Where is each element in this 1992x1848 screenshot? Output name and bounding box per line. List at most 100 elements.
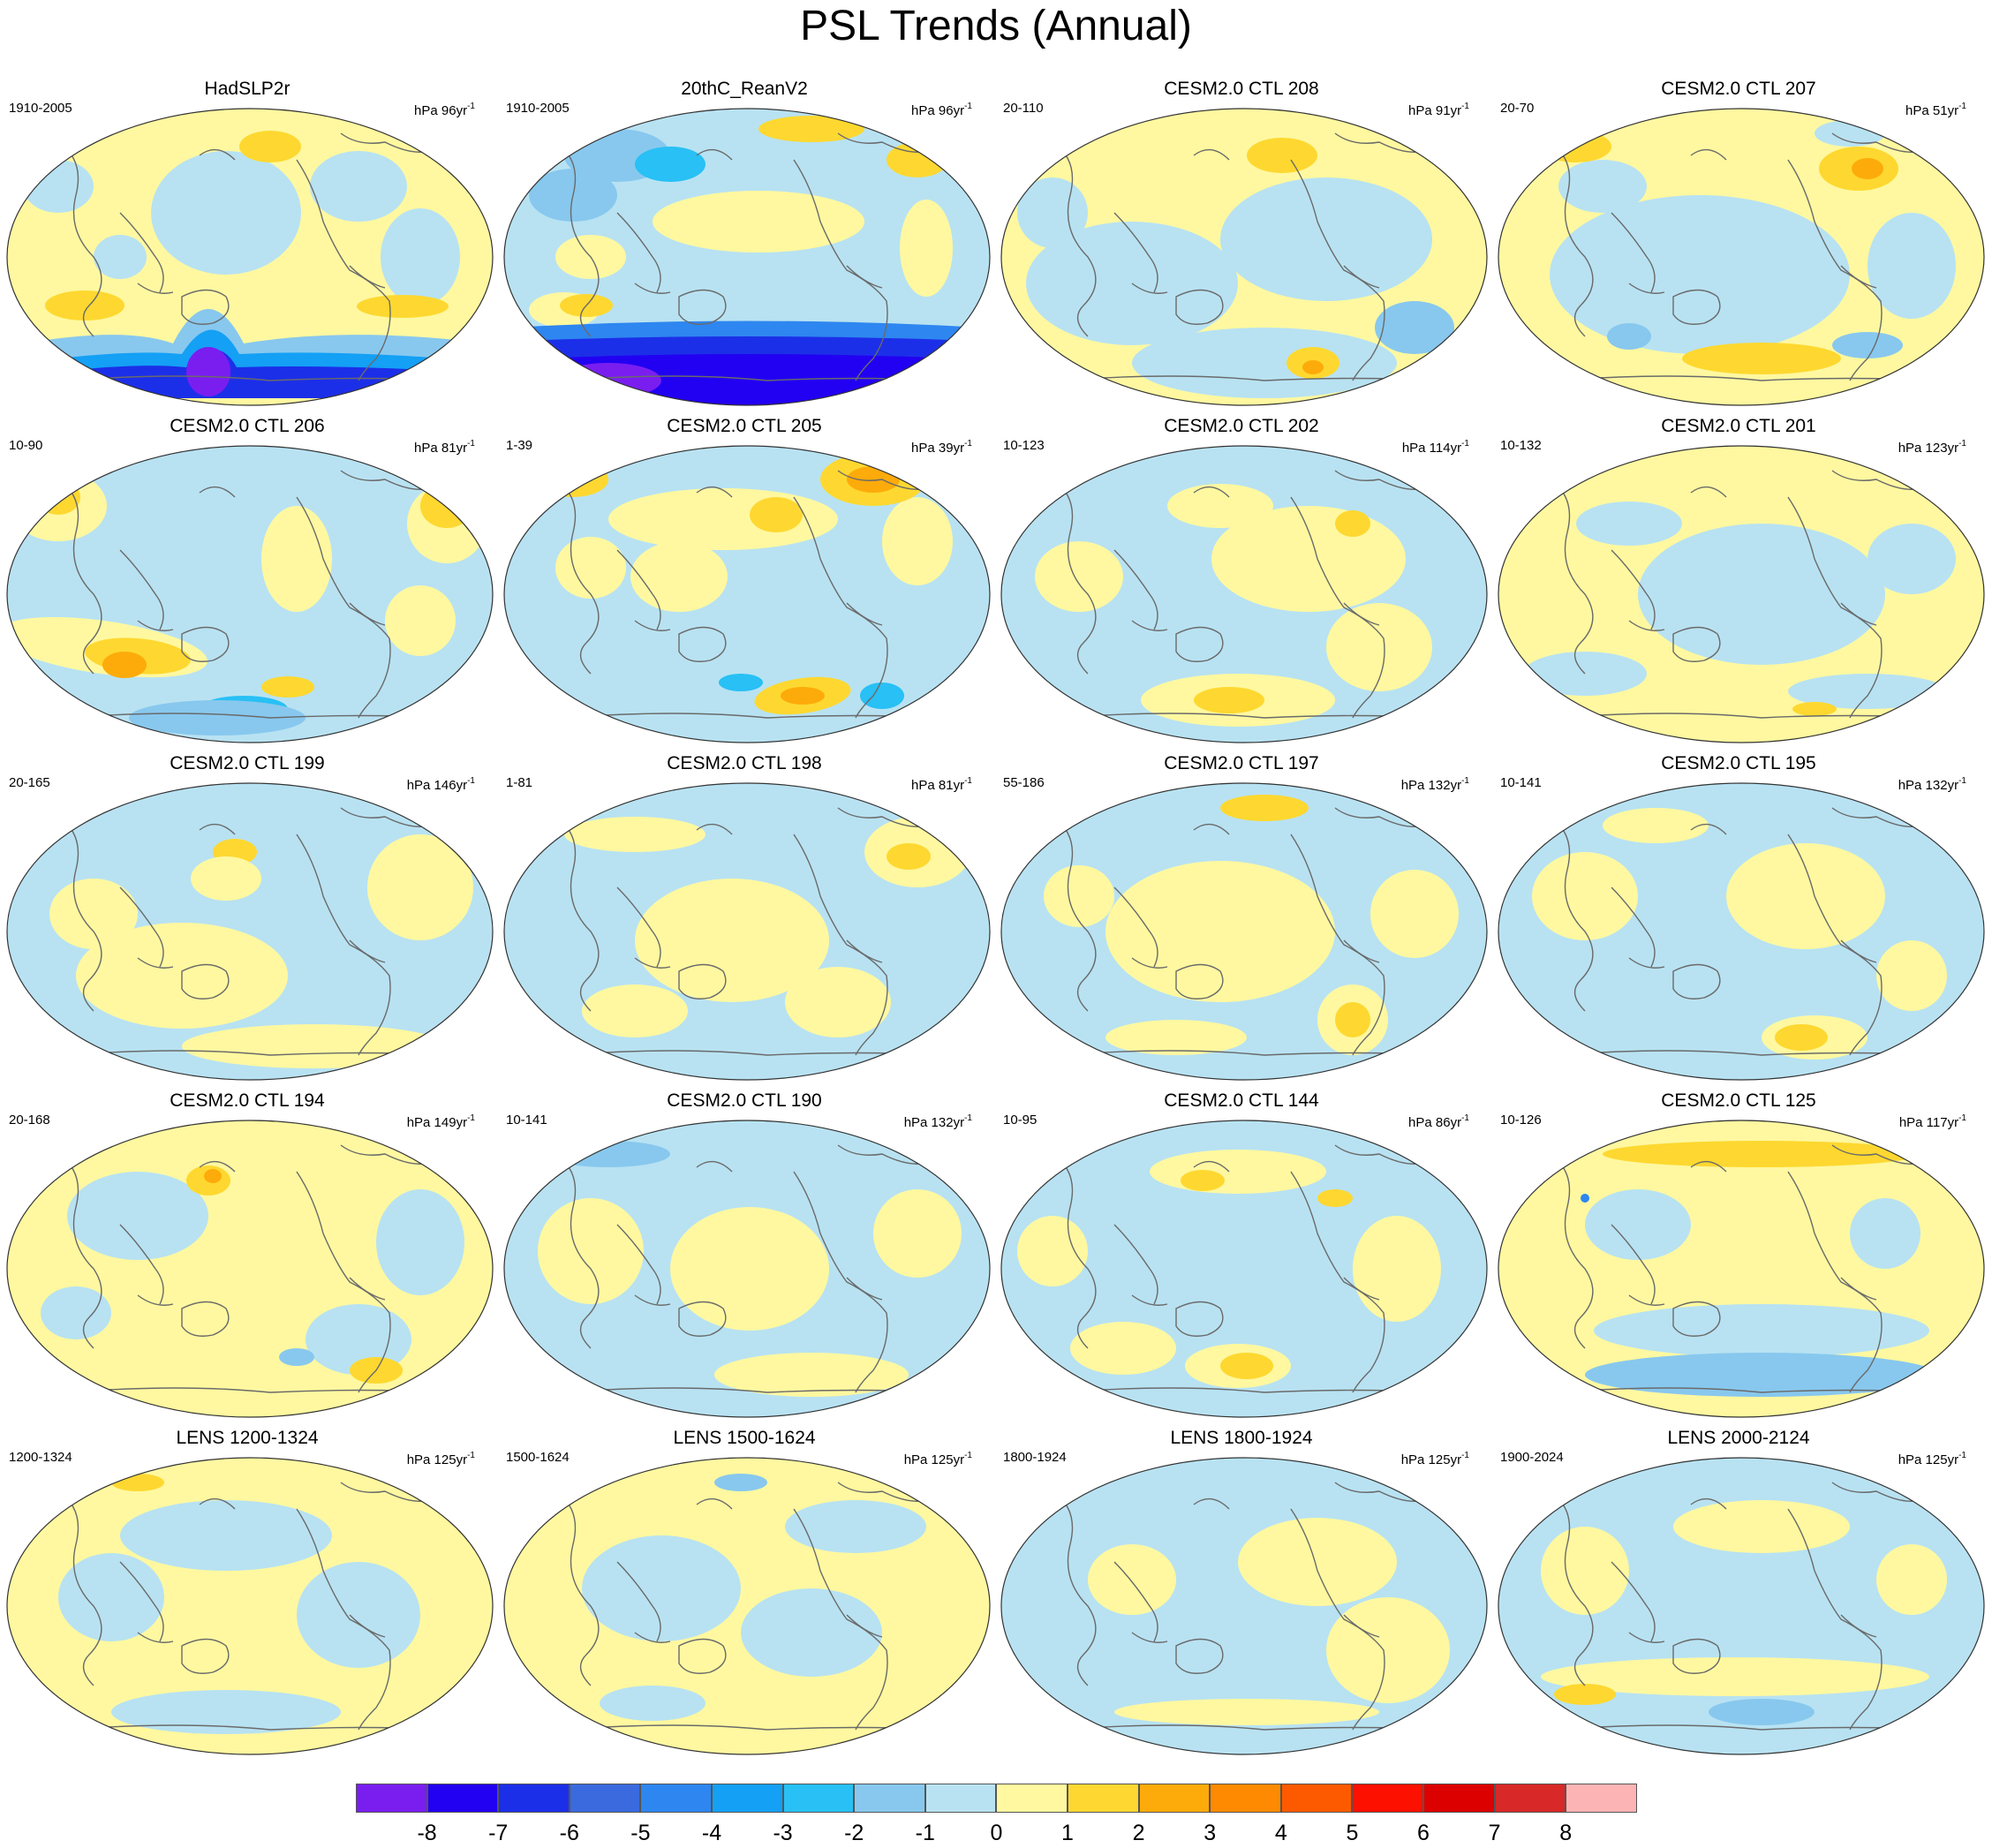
- panel-units: hPa 117yr-1: [1899, 1111, 1966, 1131]
- panel-period: 10-95: [1003, 1113, 1038, 1128]
- panel-units-exponent: -1: [467, 1451, 475, 1460]
- panel-title: CESM2.0 CTL 197: [1164, 753, 1319, 773]
- panel-title: CESM2.0 CTL 205: [667, 416, 822, 436]
- map-globe: [1000, 445, 1488, 743]
- map-globe: [1000, 782, 1488, 1081]
- colorbar-swatch: [1352, 1784, 1423, 1813]
- panel-period: 1200-1324: [9, 1450, 72, 1465]
- figure-title: PSL Trends (Annual): [800, 3, 1192, 49]
- colorbar-tick-label: 6: [1417, 1821, 1430, 1845]
- colorbar-tick-label: 0: [990, 1821, 1003, 1845]
- panel-units-exponent: -1: [964, 1113, 972, 1123]
- panel-period: 20-70: [1500, 101, 1535, 116]
- panel-period: 10-123: [1003, 438, 1045, 453]
- colorbar-swatch: [1280, 1784, 1353, 1813]
- panel-units-exponent: -1: [1958, 102, 1966, 111]
- colorbar-tick-label: -7: [488, 1821, 509, 1845]
- panel-units: hPa 132yr-1: [1898, 773, 1966, 794]
- panel-units: hPa 96yr-1: [414, 99, 475, 119]
- colorbar-tick-label: -3: [773, 1821, 793, 1845]
- panel-units-text: hPa 39yr: [911, 441, 965, 456]
- panel-units: hPa 149yr-1: [407, 1111, 475, 1131]
- panel-units: hPa 86yr-1: [1408, 1111, 1469, 1131]
- panel-units-exponent: -1: [1461, 1451, 1469, 1460]
- colorbar-tick-label: 2: [1132, 1821, 1145, 1845]
- panel-title: CESM2.0 CTL 194: [170, 1090, 325, 1111]
- colorbar-swatch: [712, 1784, 783, 1813]
- colorbar-swatch: [569, 1784, 641, 1813]
- panel-units-exponent: -1: [964, 102, 972, 111]
- panel-units-text: hPa 125yr: [406, 1452, 468, 1467]
- panel-period: 1800-1924: [1003, 1450, 1067, 1465]
- panel-title: CESM2.0 CTL 208: [1164, 79, 1319, 99]
- colorbar-tick-label: 1: [1061, 1821, 1074, 1845]
- panel-units-exponent: -1: [1958, 439, 1966, 449]
- panel-units-exponent: -1: [1461, 102, 1469, 111]
- panel-units-exponent: -1: [964, 1451, 972, 1460]
- colorbar-swatch: [924, 1784, 997, 1813]
- colorbar-tick-label: -6: [559, 1821, 579, 1845]
- panel-units-text: hPa 96yr: [911, 103, 965, 118]
- map-panel: CESM2.0 CTL 144 10-95 hPa 86yr-1: [994, 1090, 1489, 1420]
- panel-units: hPa 91yr-1: [1408, 99, 1469, 119]
- panel-period: 20-168: [9, 1113, 50, 1128]
- panel-units-text: hPa 86yr: [1408, 1115, 1462, 1130]
- map-panel: CESM2.0 CTL 208 20-110 hPa 91yr-1: [994, 78, 1489, 408]
- colorbar-tick-label: -2: [844, 1821, 864, 1845]
- map-globe: [1000, 1120, 1488, 1418]
- map-globe: [503, 445, 991, 743]
- panel-period: 1500-1624: [506, 1450, 570, 1465]
- colorbar-tick-label: -5: [630, 1821, 651, 1845]
- panel-units-exponent: -1: [467, 1113, 475, 1123]
- map-panel: CESM2.0 CTL 198 1-81 hPa 81yr-1: [497, 752, 992, 1082]
- map-panel: CESM2.0 CTL 206 10-90 hPa 81yr-1: [0, 415, 494, 745]
- map-globe: [1498, 108, 1985, 406]
- panel-title: CESM2.0 CTL 206: [170, 416, 325, 436]
- colorbar: [356, 1784, 1637, 1813]
- colorbar-tick-label: -1: [915, 1821, 935, 1845]
- panel-title: LENS 2000-2124: [1667, 1428, 1810, 1448]
- panel-units: hPa 125yr-1: [1401, 1448, 1469, 1468]
- map-panel: CESM2.0 CTL 195 10-141 hPa 132yr-1: [1491, 752, 1986, 1082]
- colorbar-tick-label: 3: [1204, 1821, 1217, 1845]
- map-globe: [1498, 1120, 1985, 1418]
- panel-units: hPa 125yr-1: [1898, 1448, 1966, 1468]
- colorbar-tick-label: -4: [701, 1821, 722, 1845]
- panel-period: 55-186: [1003, 775, 1045, 790]
- colorbar-swatch: [1494, 1784, 1566, 1813]
- map-globe: [1498, 445, 1985, 743]
- panel-units-exponent: -1: [1461, 1113, 1469, 1123]
- panel-period: 20-110: [1003, 101, 1044, 116]
- colorbar-swatch: [1068, 1784, 1139, 1813]
- panel-units-text: hPa 51yr: [1905, 103, 1959, 118]
- panel-period: 1900-2024: [1500, 1450, 1564, 1465]
- panel-period: 10-126: [1500, 1113, 1542, 1128]
- map-panel: 20thC_ReanV2 1910-2005 hPa 96yr-1: [497, 78, 992, 408]
- panel-units-text: hPa 91yr: [1408, 103, 1462, 118]
- map-panel: LENS 1500-1624 1500-1624 hPa 125yr-1: [497, 1427, 992, 1757]
- panel-units-text: hPa 125yr: [1400, 1452, 1462, 1467]
- panel-period: 1910-2005: [506, 101, 570, 116]
- panel-units-exponent: -1: [467, 102, 475, 111]
- colorbar-swatch: [996, 1784, 1068, 1813]
- colorbar-swatch: [1210, 1784, 1281, 1813]
- map-panel: LENS 1800-1924 1800-1924 hPa 125yr-1: [994, 1427, 1489, 1757]
- panel-units: hPa 114yr-1: [1402, 436, 1469, 456]
- colorbar-swatch: [1138, 1784, 1211, 1813]
- map-panel: CESM2.0 CTL 194 20-168 hPa 149yr-1: [0, 1090, 494, 1420]
- colorbar-swatch: [782, 1784, 855, 1813]
- panel-units-text: hPa 125yr: [903, 1452, 965, 1467]
- panel-units: hPa 123yr-1: [1898, 436, 1966, 456]
- panel-period: 20-165: [9, 775, 50, 790]
- panel-units-exponent: -1: [1958, 1113, 1966, 1123]
- colorbar-tick-label: 4: [1274, 1821, 1287, 1845]
- colorbar-tick-label: -8: [417, 1821, 437, 1845]
- panel-period: 1910-2005: [9, 101, 72, 116]
- panel-units: hPa 132yr-1: [904, 1111, 972, 1131]
- panel-units: hPa 39yr-1: [911, 436, 972, 456]
- colorbar-swatch: [426, 1784, 499, 1813]
- map-globe: [503, 1457, 991, 1755]
- panel-units: hPa 81yr-1: [911, 773, 972, 794]
- map-globe: [6, 782, 494, 1081]
- map-panel: CESM2.0 CTL 197 55-186 hPa 132yr-1: [994, 752, 1489, 1082]
